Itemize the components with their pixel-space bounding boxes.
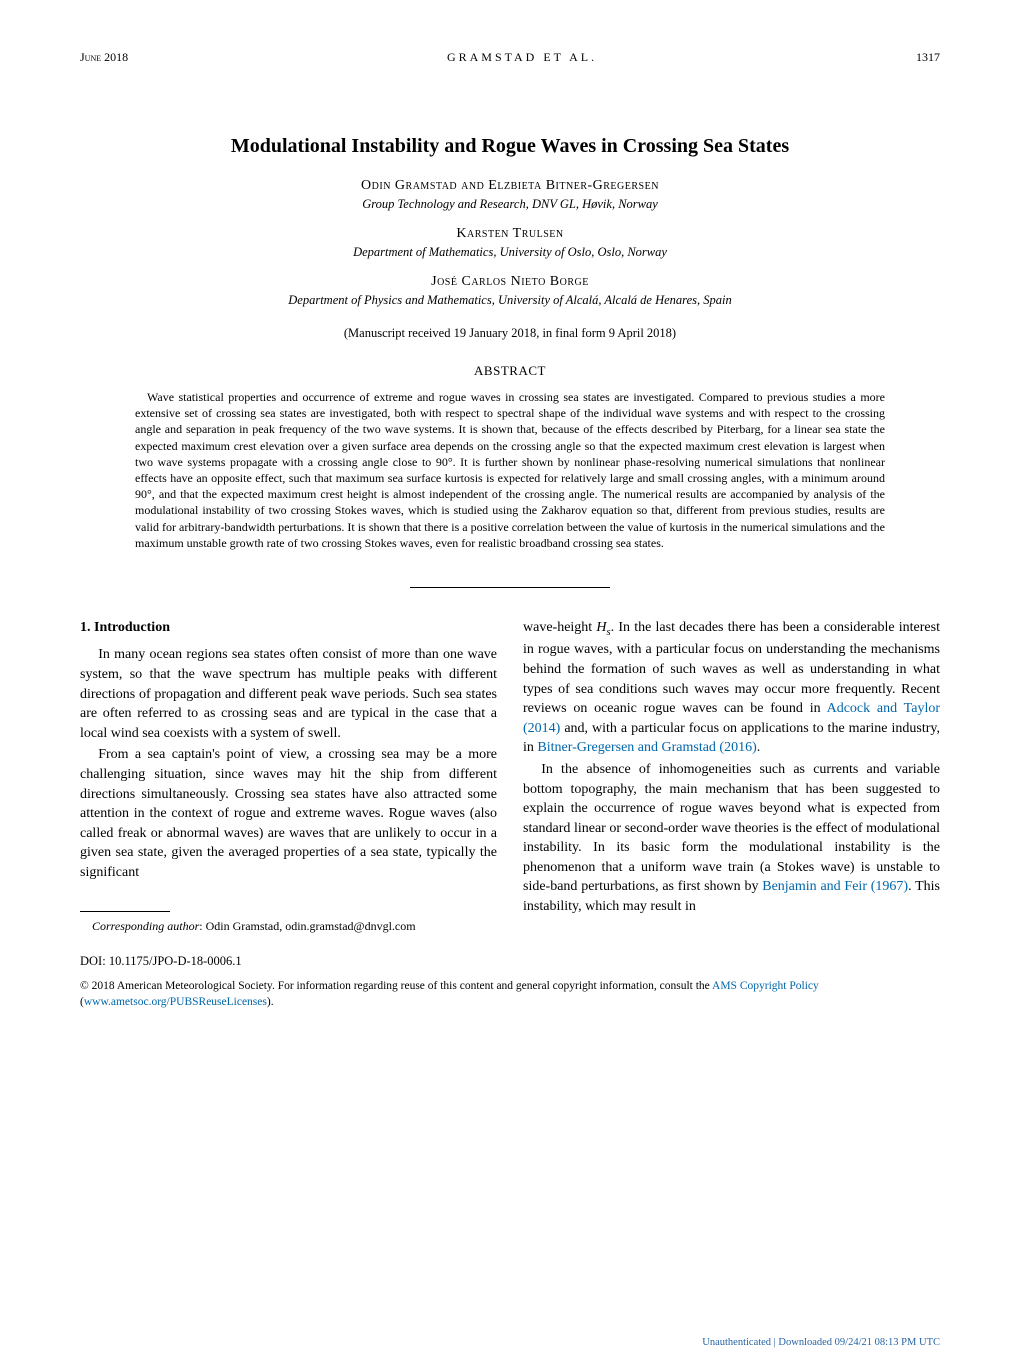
copyright-policy-link[interactable]: AMS Copyright Policy bbox=[712, 980, 819, 992]
corresponding-author: Corresponding author: Odin Gramstad, odi… bbox=[80, 918, 497, 935]
text-segment: . bbox=[757, 740, 761, 755]
author-names-2: Karsten Trulsen bbox=[80, 226, 940, 242]
running-head-date: June 2018 bbox=[80, 50, 128, 65]
article-title: Modulational Instability and Rogue Waves… bbox=[80, 135, 940, 158]
corresponding-author-text: : Odin Gramstad, odin.gramstad@dnvgl.com bbox=[199, 919, 415, 933]
citation-link-bitner[interactable]: Bitner-Gregersen and Gramstad (2016) bbox=[537, 740, 756, 755]
author-names-3: José Carlos Nieto Borge bbox=[80, 274, 940, 290]
affiliation-1: Group Technology and Research, DNV GL, H… bbox=[80, 197, 940, 212]
text-segment: wave-height bbox=[523, 620, 596, 635]
intro-paragraph-3: In the absence of inhomogeneities such a… bbox=[523, 760, 940, 917]
copyright-text: ). bbox=[267, 996, 274, 1008]
intro-paragraph-2-cont: wave-height Hs. In the last decades ther… bbox=[523, 618, 940, 758]
page-number: 1317 bbox=[916, 50, 940, 65]
intro-paragraph-2: From a sea captain's point of view, a cr… bbox=[80, 745, 497, 882]
copyright-text: © 2018 American Meteorological Society. … bbox=[80, 980, 712, 992]
author-block-3: José Carlos Nieto Borge Department of Ph… bbox=[80, 274, 940, 308]
corresponding-author-label: Corresponding author bbox=[92, 919, 199, 933]
copyright-notice: © 2018 American Meteorological Society. … bbox=[80, 979, 940, 1010]
author-names-1: Odin Gramstad and Elzbieta Bitner-Greger… bbox=[80, 178, 940, 194]
affiliation-3: Department of Physics and Mathematics, U… bbox=[80, 293, 940, 308]
section-divider bbox=[410, 587, 610, 588]
text-segment: In the absence of inhomogeneities such a… bbox=[523, 762, 940, 895]
citation-link-benjamin[interactable]: Benjamin and Feir (1967) bbox=[762, 879, 908, 894]
left-column: 1. Introduction In many ocean regions se… bbox=[80, 618, 497, 935]
author-block-1: Odin Gramstad and Elzbieta Bitner-Greger… bbox=[80, 178, 940, 212]
variable-hs: Hs bbox=[596, 620, 610, 635]
right-column: wave-height Hs. In the last decades ther… bbox=[523, 618, 940, 935]
affiliation-2: Department of Mathematics, University of… bbox=[80, 245, 940, 260]
intro-paragraph-1: In many ocean regions sea states often c… bbox=[80, 645, 497, 743]
variable-h: H bbox=[596, 620, 606, 635]
section-heading-intro: 1. Introduction bbox=[80, 618, 497, 638]
reuse-licenses-link[interactable]: www.ametsoc.org/PUBSReuseLicenses bbox=[84, 996, 267, 1008]
author-block-2: Karsten Trulsen Department of Mathematic… bbox=[80, 226, 940, 260]
doi: DOI: 10.1175/JPO-D-18-0006.1 bbox=[80, 954, 940, 969]
abstract-heading: ABSTRACT bbox=[80, 363, 940, 379]
two-column-body: 1. Introduction In many ocean regions se… bbox=[80, 618, 940, 935]
download-stamp: Unauthenticated | Downloaded 09/24/21 08… bbox=[702, 1337, 940, 1348]
footnote-divider bbox=[80, 911, 170, 912]
manuscript-dates: (Manuscript received 19 January 2018, in… bbox=[80, 326, 940, 341]
abstract-body: Wave statistical properties and occurren… bbox=[80, 389, 940, 551]
running-head-authors: GRAMSTAD ET AL. bbox=[447, 50, 597, 65]
